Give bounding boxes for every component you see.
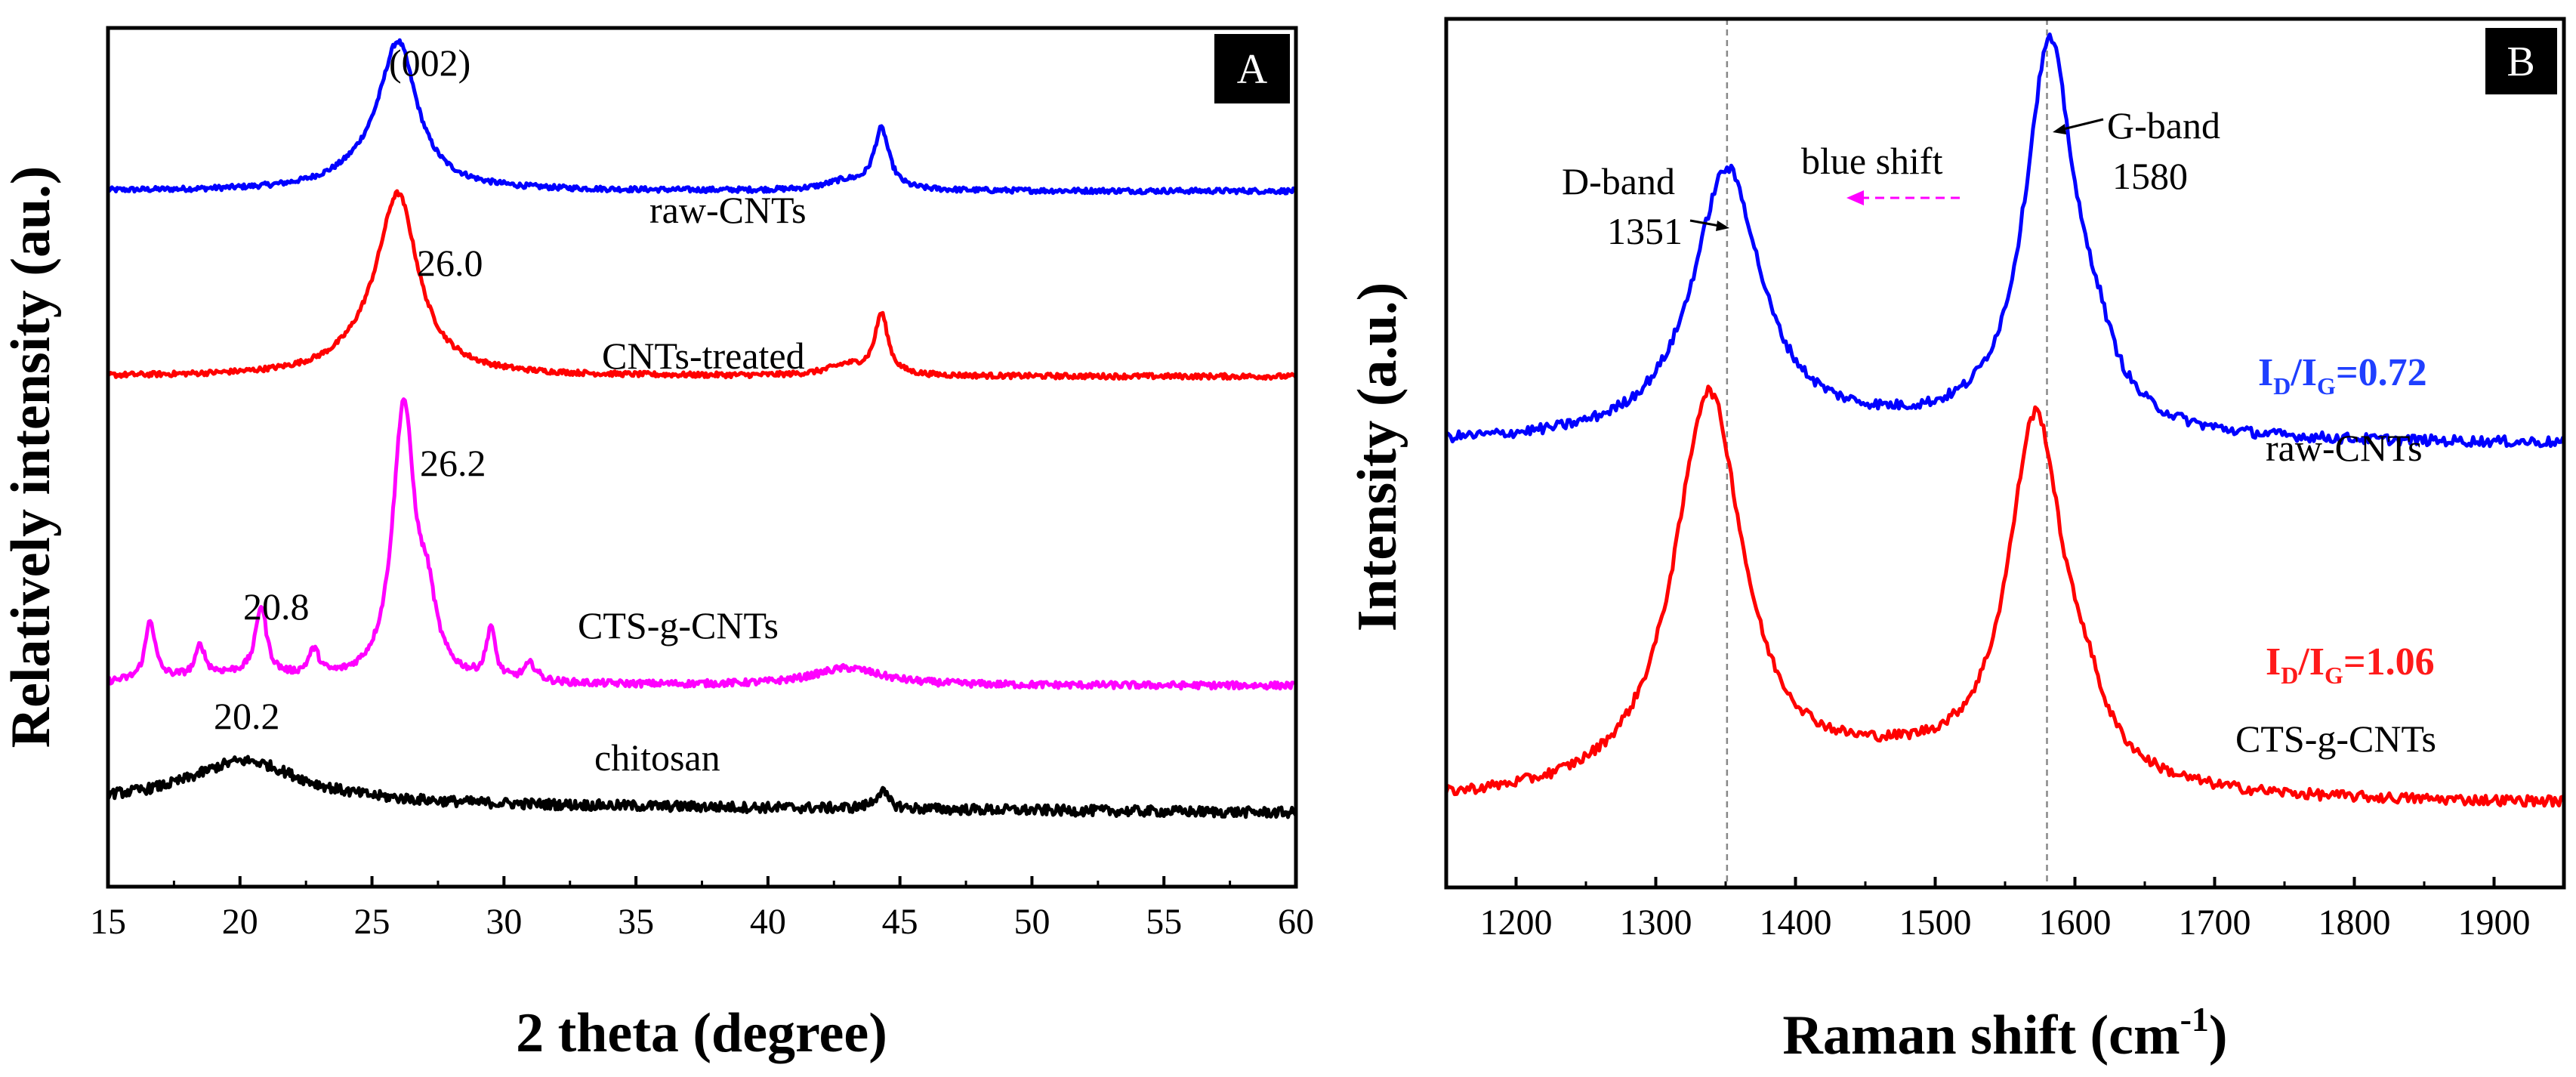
ratio-raw-slash: /I — [2290, 351, 2317, 394]
x-tick-label: 1300 — [1620, 903, 1692, 943]
panel-a: 15 20 25 30 35 40 45 50 55 60 A (002) raw-CNTs 26… — [0, 26, 1314, 1064]
annotation-002: (002) — [389, 42, 470, 84]
x-tick-label: 1700 — [2179, 903, 2251, 943]
series-line-raw-cnts — [106, 38, 1297, 196]
annotation-20-2: 20.2 — [214, 695, 280, 737]
blue-shift-arrow-head — [1846, 190, 1864, 205]
series-line-raw-cnts — [1445, 32, 2565, 449]
panel-a-x-ticks: 15 20 25 30 35 40 45 50 55 60 — [90, 876, 1314, 942]
g-band-arrow — [2059, 118, 2104, 131]
annotation-d-band: D-band — [1562, 160, 1675, 202]
panel-b-label-box — [2485, 28, 2557, 94]
panel-a-label-box — [1214, 34, 1290, 103]
ratio-cts-sub-d: D — [2281, 662, 2298, 689]
panel-a-curves — [106, 38, 1298, 819]
panel-b-x-axis-title-sup: -1 — [2180, 1000, 2209, 1038]
annotation-26-2: 26.2 — [420, 442, 486, 484]
panel-b-x-axis-title-main: Raman shift (cm — [1782, 1004, 2180, 1066]
x-tick-label: 60 — [1278, 902, 1314, 942]
panel-b-x-axis-title-end: ) — [2209, 1004, 2228, 1066]
x-tick-label: 1200 — [1480, 903, 1553, 943]
panel-b-curves — [1444, 32, 2565, 808]
annotation-26-0: 26.0 — [417, 242, 483, 284]
x-tick-label: 1600 — [2039, 903, 2112, 943]
series-line-chitosan — [106, 755, 1298, 819]
x-tick-label: 40 — [750, 902, 786, 942]
ratio-raw-sub-g: G — [2317, 372, 2336, 400]
label-cts-g-cnts-b: CTS-g-CNTs — [2235, 717, 2436, 760]
annotation-blue-shift: blue shift — [1801, 140, 1943, 182]
ratio-cts-value: =1.06 — [2343, 640, 2435, 684]
ratio-raw-cnts: ID/IG=0.72 — [2258, 351, 2427, 400]
x-tick-label: 1800 — [2318, 903, 2391, 943]
panel-a-label: A — [1237, 46, 1268, 93]
ratio-raw-value: =0.72 — [2336, 351, 2427, 394]
panel-b-y-axis-title: Intensity (a.u.) — [1347, 282, 1408, 632]
label-raw-cnts: raw-CNTs — [649, 189, 807, 231]
panel-b: 1200 1300 1400 1500 1600 1700 1800 1900 B D-ban… — [1347, 17, 2566, 1066]
annotation-d-band-value: 1351 — [1607, 210, 1683, 252]
ratio-cts-slash: /I — [2297, 640, 2325, 684]
x-tick-label: 55 — [1146, 902, 1182, 942]
x-tick-label: 15 — [90, 902, 126, 942]
label-cts-g-cnts: CTS-g-CNTs — [578, 604, 779, 647]
panel-b-label: B — [2507, 39, 2534, 85]
panel-a-x-axis-title: 2 theta (degree) — [516, 1002, 887, 1064]
ratio-cts-i: I — [2266, 640, 2281, 684]
series-line-cts-g-cnts — [1444, 384, 2564, 808]
panel-b-x-ticks: 1200 1300 1400 1500 1600 1700 1800 1900 — [1480, 877, 2531, 943]
label-chitosan: chitosan — [594, 736, 720, 779]
ratio-cts-g-cnts: ID/IG=1.06 — [2266, 640, 2435, 689]
annotation-g-band-value: 1580 — [2112, 155, 2188, 197]
panel-b-x-axis-title: Raman shift (cm-1) — [1782, 1000, 2227, 1066]
label-raw-cnts-b: raw-CNTs — [2266, 427, 2423, 469]
g-band-arrow-head — [2053, 124, 2066, 134]
d-band-arrow-head — [1716, 221, 1729, 231]
ratio-cts-sub-g: G — [2325, 662, 2343, 689]
x-tick-label: 1900 — [2458, 903, 2531, 943]
panel-a-y-axis-title: Relatively intensity (au.) — [0, 166, 62, 748]
annotation-g-band: G-band — [2107, 104, 2220, 147]
x-tick-label: 45 — [882, 902, 918, 942]
label-cnts-treated: CNTs-treated — [602, 335, 805, 377]
x-tick-label: 25 — [354, 902, 390, 942]
x-tick-label: 20 — [222, 902, 258, 942]
x-tick-label: 1400 — [1760, 903, 1832, 943]
x-tick-label: 50 — [1013, 902, 1050, 942]
annotation-20-8: 20.8 — [243, 585, 310, 628]
series-line-cts-g-cnts — [107, 397, 1297, 691]
ratio-raw-i: I — [2258, 351, 2273, 394]
x-tick-label: 1500 — [1899, 903, 1972, 943]
x-tick-label: 35 — [618, 902, 654, 942]
ratio-raw-sub-d: D — [2273, 372, 2291, 400]
series-line-cnts-treated — [106, 189, 1298, 381]
x-tick-label: 30 — [486, 902, 522, 942]
